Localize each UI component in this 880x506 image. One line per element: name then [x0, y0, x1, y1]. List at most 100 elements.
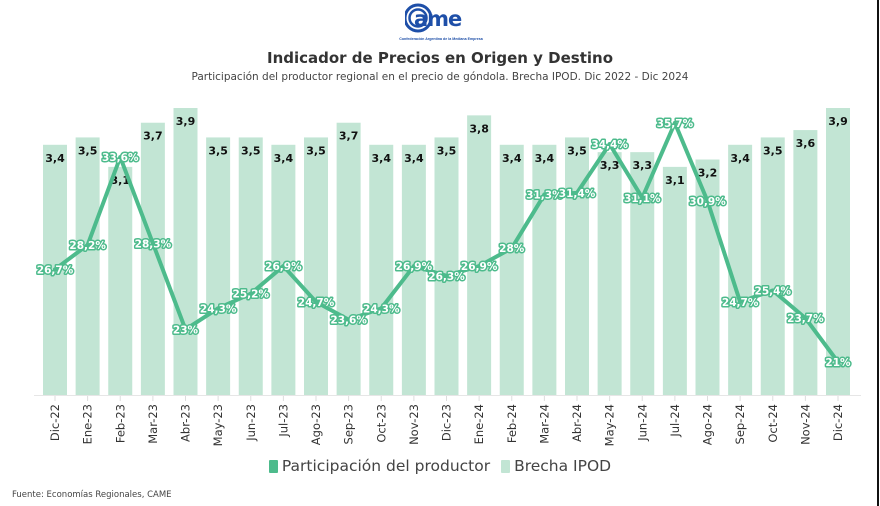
bar-label-sep-24: 3,4 [730, 152, 750, 165]
x-tick-label-dic-24: Dic-24 [831, 404, 845, 441]
line-label-ene-23: 28,2% [69, 240, 106, 252]
bar-label-ene-23: 3,5 [78, 144, 98, 157]
bar-label-jul-23: 3,4 [274, 152, 294, 165]
bar-ago-24 [695, 159, 720, 395]
line-point-ago-23 [314, 299, 318, 304]
line-point-ago-24 [705, 199, 710, 204]
line-label-nov-24: 23,7% [787, 313, 824, 325]
line-point-feb-24 [509, 246, 514, 251]
bar-label-jul-24: 3,1 [665, 174, 685, 187]
bar-label-ago-24: 3,2 [698, 167, 718, 180]
line-label-feb-23: 33,6% [102, 152, 139, 164]
bar-label-nov-23: 3,4 [404, 152, 424, 165]
x-tick-label-abr-24: Abr-24 [570, 404, 584, 442]
x-tick-label-sep-23: Sep-23 [342, 404, 356, 444]
bar-oct-23 [369, 144, 394, 395]
line-label-dic-22: 26,7% [37, 264, 74, 276]
line-point-oct-24 [770, 288, 775, 293]
bar-abr-23 [173, 108, 198, 395]
line-label-jul-24: 35,7% [657, 118, 694, 130]
line-point-jun-23 [248, 291, 253, 296]
legend-item-participacion[interactable]: Participación del productor [268, 457, 491, 475]
bar-label-may-24: 3,3 [600, 159, 620, 172]
bar-feb-23 [108, 166, 133, 395]
line-point-oct-23 [379, 306, 384, 311]
bar-may-23 [206, 137, 231, 395]
bar-jun-23 [238, 137, 263, 395]
line-point-may-24 [607, 142, 612, 147]
bar-value-labels: 3,4 3,5 3,1 3,7 3,9 3,5 3,5 3,4 3,5 3,7 3,4 3,4 3,5 3… [45, 115, 848, 187]
line-label-ago-24: 30,9% [689, 196, 726, 208]
x-tick-label-may-23: May-23 [211, 404, 225, 446]
bar-label-feb-23: 3,1 [111, 174, 131, 187]
legend: Participación del productor Brecha IPOD [0, 457, 880, 477]
line-point-nov-24 [803, 316, 808, 321]
line-label-jun-23: 25,2% [233, 289, 270, 301]
bar-label-dic-24: 3,9 [828, 115, 848, 128]
line-point-nov-23 [411, 264, 416, 269]
line-point-dic-24 [836, 360, 840, 364]
bar-label-abr-24: 3,5 [567, 144, 587, 157]
bar-ene-24 [467, 115, 492, 395]
frame-border [877, 0, 879, 506]
legend-label-participacion: Participación del productor [281, 457, 491, 475]
line-point-abr-24 [575, 190, 579, 195]
x-tick-label-dic-23: Dic-23 [440, 404, 454, 441]
line-point-mar-24 [542, 192, 547, 197]
x-tick-label-oct-24: Oct-24 [766, 404, 780, 443]
legend-item-brecha[interactable]: Brecha IPOD [501, 457, 611, 475]
x-tick-label-sep-24: Sep-24 [733, 404, 747, 444]
line-point-jul-24 [672, 121, 677, 125]
bar-label-nov-24: 3,6 [796, 137, 816, 150]
bar-label-oct-23: 3,4 [372, 152, 392, 165]
line-point-dic-22 [53, 267, 57, 272]
bar-label-abr-23: 3,9 [176, 115, 196, 128]
x-tick-label-nov-24: Nov-24 [798, 404, 812, 445]
x-tick-label-feb-24: Feb-24 [505, 404, 519, 443]
line-point-sep-24 [738, 299, 743, 304]
bar-abr-24 [565, 137, 589, 395]
line-point-mar-23 [150, 241, 155, 246]
bar-label-sep-23: 3,7 [339, 130, 359, 143]
x-tick-label-ene-23: Ene-23 [81, 404, 95, 444]
bar-jul-24 [662, 166, 687, 395]
source-note: Fuente: Economías Regionales, CAME [12, 490, 172, 500]
bar-label-feb-24: 3,4 [502, 152, 522, 165]
bar-dic-24 [826, 108, 850, 395]
line-label-dic-24: 21% [825, 357, 851, 369]
line-point-abr-23 [183, 327, 188, 332]
line-label-may-23: 24,3% [200, 303, 237, 315]
bar-oct-24 [760, 137, 785, 395]
bar-label-dic-22: 3,4 [45, 152, 65, 165]
line-value-labels: 26,7%28,2%33,6%28,3%23%24,3%25,2%26,9%24… [35, 117, 852, 371]
line-label-mar-23: 28,3% [135, 238, 172, 250]
line-point-ene-23 [85, 242, 90, 247]
bar-label-mar-23: 3,7 [143, 130, 163, 143]
line-point-sep-23 [346, 317, 351, 322]
x-tick-label-may-24: May-24 [603, 404, 617, 446]
line-label-oct-23: 24,3% [363, 303, 400, 315]
line-label-ene-24: 26,9% [461, 261, 498, 273]
line-label-abr-23: 23% [173, 324, 199, 336]
x-tick-label-mar-23: Mar-23 [146, 404, 160, 444]
line-label-nov-23: 26,9% [396, 261, 433, 273]
bar-label-may-23: 3,5 [208, 144, 228, 157]
logo-tagline: Confederación Argentina de la Mediana Em… [399, 37, 483, 41]
chart-subtitle: Participación del productor regional en … [191, 71, 689, 83]
bar-label-jun-23: 3,5 [241, 144, 261, 157]
line-point-feb-23 [118, 155, 123, 160]
bar-label-ene-24: 3,8 [469, 122, 489, 135]
line-label-sep-24: 24,7% [722, 297, 759, 309]
line-label-jun-24: 31,1% [624, 193, 661, 205]
line-label-may-24: 34,4% [591, 139, 628, 151]
chart-title: Indicador de Precios en Origen y Destino [266, 49, 614, 67]
line-label-jul-23: 26,9% [265, 261, 302, 273]
x-tick-label-mar-24: Mar-24 [537, 404, 551, 444]
x-tick-label-ago-23: Ago-23 [309, 404, 323, 445]
bar-mar-24 [532, 144, 557, 395]
svg-text:ame: ame [414, 7, 462, 31]
line-label-sep-23: 23,6% [330, 315, 367, 327]
bar-sep-24 [728, 144, 753, 395]
line-point-may-23 [216, 306, 221, 311]
